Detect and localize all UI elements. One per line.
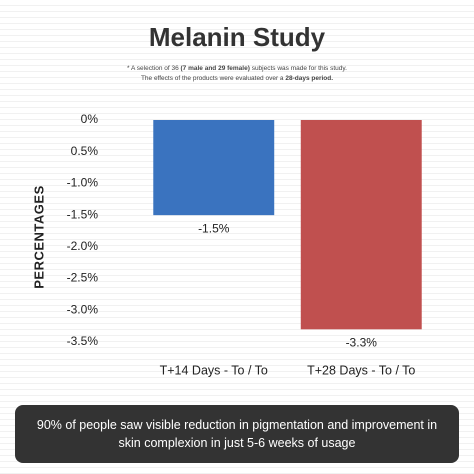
note-text: 90% of people saw visible reduction in p…: [36, 418, 438, 450]
bar: [300, 120, 422, 330]
y-tick-label: -2.5%: [67, 271, 99, 285]
subtitle-part: 28-days period.: [285, 75, 333, 82]
bar: [153, 120, 275, 216]
y-tick-label: 0%: [81, 112, 99, 126]
subtitle-part: subjects was made for this study.: [250, 65, 347, 72]
y-tick-label: -3.5%: [67, 334, 99, 348]
y-tick-label: -1.5%: [67, 207, 99, 221]
x-tick-label: T+14 Days - To / To: [160, 363, 268, 377]
chart-title: Melanin Study: [149, 22, 326, 52]
subtitle-part: The effects of the products were evaluat…: [141, 75, 285, 82]
y-tick-label: -1.0%: [67, 176, 99, 190]
note-box: 90% of people saw visible reduction in p…: [15, 405, 459, 463]
subtitle-part: * A selection of 36: [127, 65, 180, 72]
value-label: -1.5%: [198, 221, 230, 235]
subtitle-part: (7 male and 29 female): [181, 65, 250, 72]
value-label: -3.3%: [346, 335, 378, 349]
x-tick-label: T+28 Days - To / To: [307, 363, 415, 377]
chart: Melanin Study PERCENTAGES * A selection …: [31, 22, 422, 377]
y-tick-label: -2.0%: [67, 239, 99, 253]
y-tick-label: -3.0%: [67, 302, 99, 316]
subtitle: The effects of the products were evaluat…: [141, 75, 333, 82]
y-axis-label: PERCENTAGES: [31, 185, 46, 289]
subtitle: * A selection of 36 (7 male and 29 femal…: [127, 65, 347, 72]
y-tick-label: 0.5%: [71, 144, 99, 158]
